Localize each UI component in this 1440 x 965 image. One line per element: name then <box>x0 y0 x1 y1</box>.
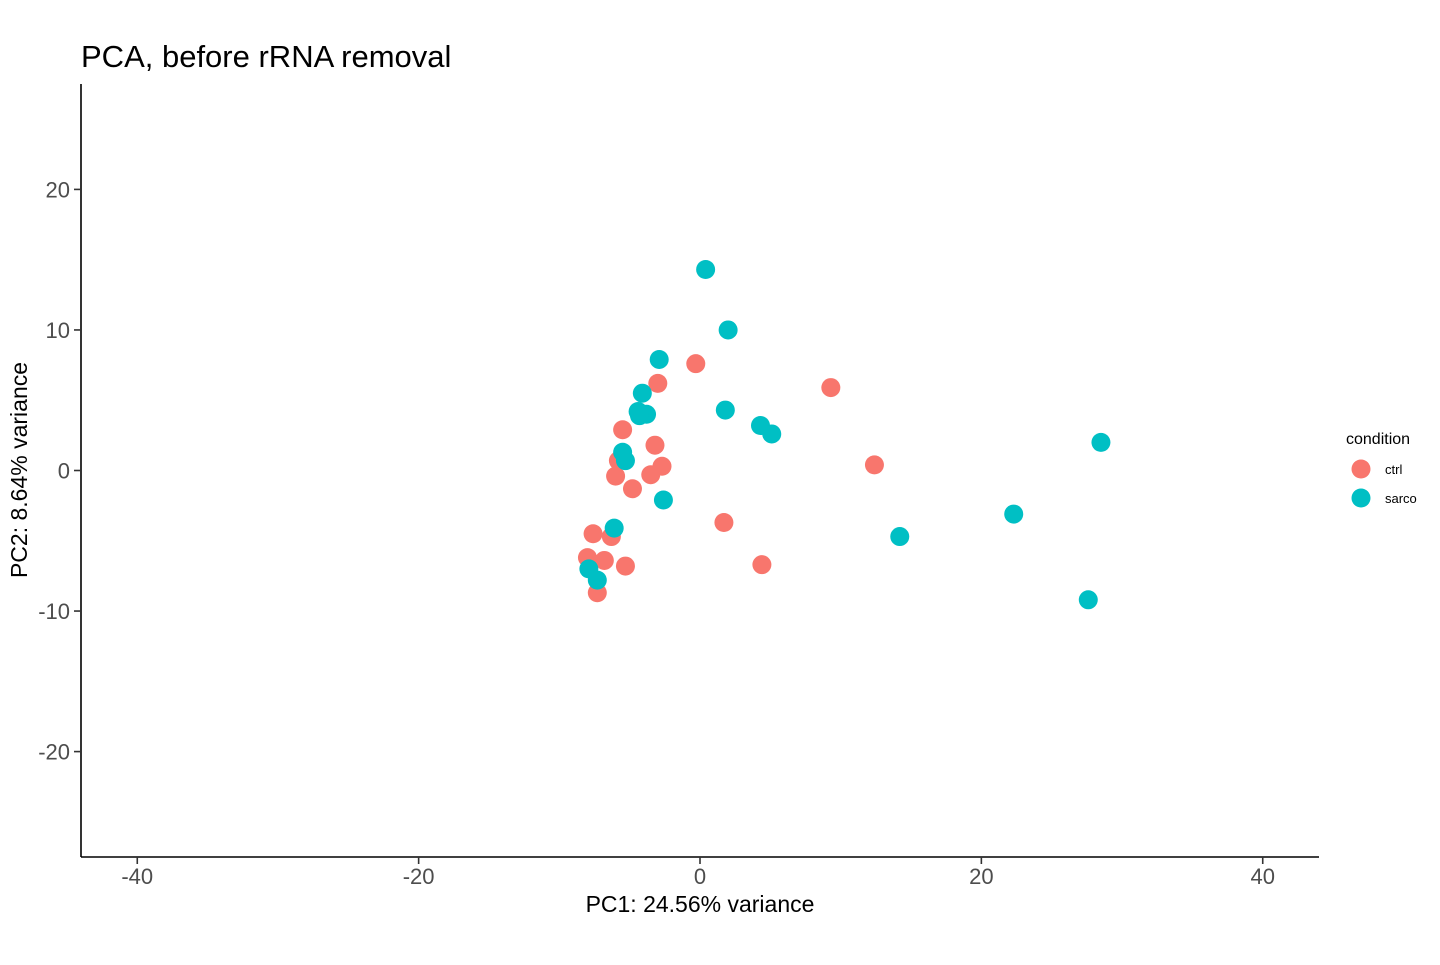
data-point-ctrl <box>583 524 603 544</box>
data-point-ctrl <box>594 550 614 570</box>
x-tick-label: 20 <box>969 864 993 889</box>
x-tick-label: 40 <box>1250 864 1274 889</box>
data-point-ctrl <box>821 378 841 398</box>
y-tick-label: -20 <box>38 740 70 765</box>
y-tick-label: 0 <box>58 459 70 484</box>
legend-items: ctrl sarco <box>1351 459 1417 508</box>
y-tick-label: 10 <box>46 318 70 343</box>
legend: condition ctrl sarco <box>1346 431 1417 508</box>
data-point-sarco <box>762 424 782 444</box>
data-point-ctrl <box>686 354 706 374</box>
legend-key-ctrl <box>1351 459 1371 479</box>
y-axis-ticks: -20 -10 0 10 20 <box>38 177 81 765</box>
data-point-sarco <box>653 490 673 510</box>
data-point-ctrl <box>613 420 633 440</box>
data-point-ctrl <box>641 465 661 485</box>
data-point-sarco <box>632 383 652 403</box>
data-point-ctrl <box>615 556 635 576</box>
axes <box>80 84 1319 858</box>
data-point-sarco <box>696 260 716 280</box>
data-point-sarco <box>718 320 738 340</box>
data-point-ctrl <box>622 479 642 499</box>
data-point-sarco <box>587 570 607 590</box>
data-point-sarco <box>604 518 624 538</box>
data-point-sarco <box>615 451 635 471</box>
data-point-sarco <box>715 400 735 420</box>
chart-title: PCA, before rRNA removal <box>81 39 451 74</box>
x-axis-label: PC1: 24.56% variance <box>586 891 815 917</box>
legend-label-sarco: sarco <box>1385 491 1417 506</box>
data-point-sarco <box>1078 590 1098 610</box>
data-point-sarco <box>1004 504 1024 524</box>
data-point-ctrl <box>864 455 884 475</box>
y-axis-label: PC2: 8.64% variance <box>6 362 32 578</box>
data-point-ctrl <box>714 513 734 533</box>
x-tick-label: -20 <box>403 864 435 889</box>
data-point-sarco <box>649 349 669 369</box>
data-point-sarco <box>890 527 910 547</box>
data-points <box>577 260 1111 610</box>
y-tick-label: -10 <box>38 599 70 624</box>
data-point-sarco <box>1091 432 1111 452</box>
y-tick-label: 20 <box>46 177 70 202</box>
data-point-ctrl <box>606 466 626 486</box>
data-point-ctrl <box>645 435 665 455</box>
legend-label-ctrl: ctrl <box>1385 462 1402 477</box>
legend-key-sarco <box>1351 488 1371 508</box>
x-tick-label: -40 <box>121 864 153 889</box>
x-tick-label: 0 <box>694 864 706 889</box>
data-point-sarco <box>630 406 650 426</box>
data-point-ctrl <box>752 555 772 575</box>
legend-title: condition <box>1346 431 1410 448</box>
data-point-ctrl <box>648 373 668 393</box>
x-axis-ticks: -40 -20 0 20 40 <box>121 857 1275 889</box>
